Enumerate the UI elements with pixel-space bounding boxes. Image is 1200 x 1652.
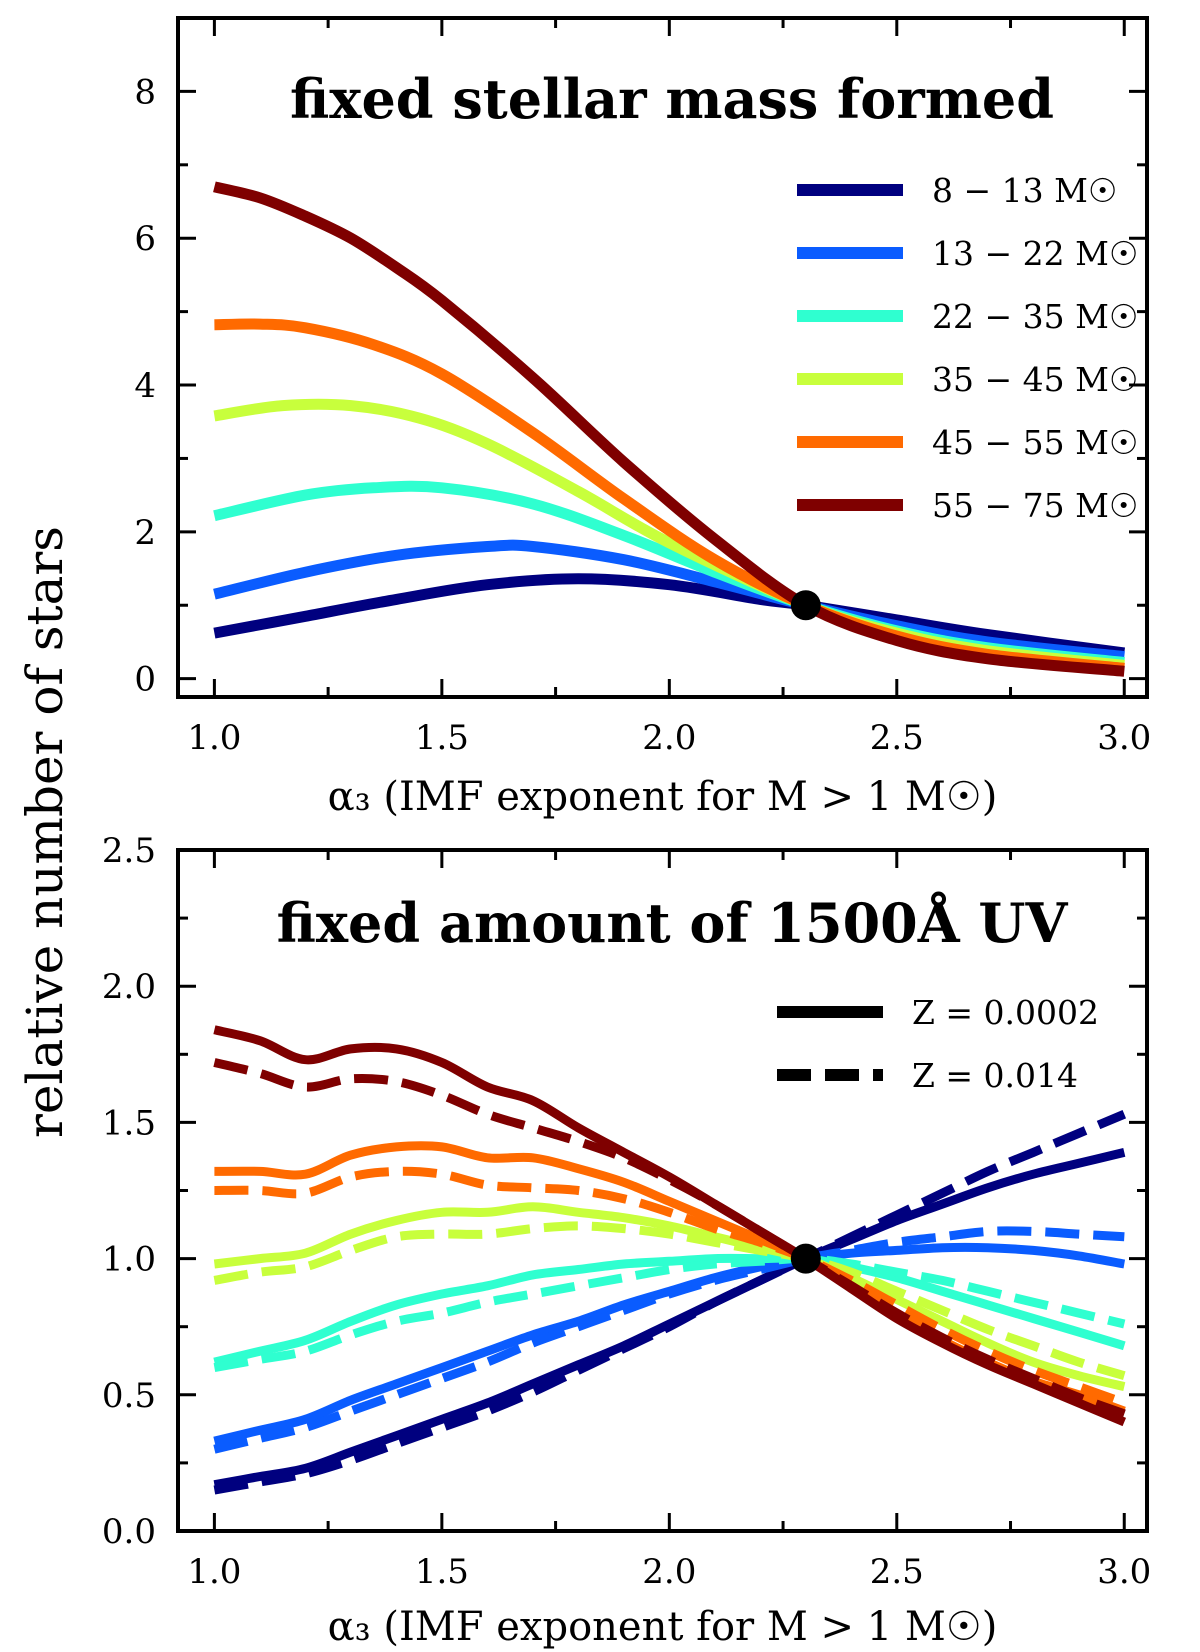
y-tick-label: 6 bbox=[134, 219, 156, 259]
legend-label: 8 − 13 M☉ bbox=[932, 171, 1117, 210]
series-line-10 bbox=[213, 1025, 1126, 1427]
panel-2-legend: Z = 0.0002 Z = 0.014 bbox=[777, 993, 1099, 1095]
panel-1-legend: 8 − 13 M☉ 13 − 22 M☉ 22 − 35 M☉ 35 − 45 M☉ 4… bbox=[797, 171, 1138, 525]
y-tick-label: 0.0 bbox=[102, 1512, 156, 1552]
x-tick-label: 2.5 bbox=[870, 718, 924, 758]
x-tick-label: 1.0 bbox=[187, 718, 241, 758]
legend-label: Z = 0.014 bbox=[912, 1056, 1078, 1095]
series-line-3 bbox=[213, 1226, 1125, 1454]
y-tick-label: 4 bbox=[134, 366, 156, 406]
y-tick-label: 0 bbox=[134, 660, 156, 700]
series-line-1 bbox=[213, 1110, 1127, 1495]
pivot-point bbox=[790, 590, 821, 621]
x-tick-label: 2.0 bbox=[642, 718, 696, 758]
x-tick-label: 2.5 bbox=[870, 1552, 924, 1592]
series-line-1 bbox=[213, 539, 1125, 663]
y-tick-label: 1.0 bbox=[102, 1240, 156, 1280]
legend-label: 22 − 35 M☉ bbox=[932, 297, 1138, 336]
y-tick-label: 2.0 bbox=[102, 967, 156, 1007]
x-tick-label: 2.0 bbox=[642, 1552, 696, 1592]
legend-label: 55 − 75 M☉ bbox=[932, 486, 1138, 525]
y-tick-label: 1.5 bbox=[102, 1103, 156, 1143]
panel-fixed-stellar-mass: 1.0 1.5 2.0 2.5 3.0 0 2 4 6 8 fixed stellar mass … bbox=[134, 16, 1151, 820]
y-tick-label: 2 bbox=[134, 513, 156, 553]
panel-fixed-uv: 1.0 1.5 2.0 2.5 3.0 0.0 0.5 1.0 1.5 2.0 2.5 fixed … bbox=[102, 831, 1151, 1650]
series-line-5 bbox=[213, 181, 1125, 677]
x-tick-label: 1.5 bbox=[415, 1552, 469, 1592]
legend-label: 35 − 45 M☉ bbox=[932, 360, 1138, 399]
legend-label: Z = 0.0002 bbox=[912, 993, 1099, 1032]
series-line-11 bbox=[213, 1058, 1126, 1419]
pivot-point bbox=[790, 1243, 821, 1274]
series-line-0 bbox=[213, 573, 1126, 659]
series-line-7 bbox=[213, 1221, 1126, 1381]
x-tick-label: 3.0 bbox=[1097, 718, 1151, 758]
legend-label: 45 − 55 M☉ bbox=[932, 423, 1138, 462]
y-tick-label: 8 bbox=[134, 72, 156, 112]
series-line-9 bbox=[214, 1166, 1126, 1408]
x-tick-label: 3.0 bbox=[1097, 1552, 1151, 1592]
panel-2-title: fixed amount of 1500Å UV bbox=[277, 891, 1069, 955]
series-line-4 bbox=[213, 1253, 1126, 1367]
series-line-5 bbox=[213, 1254, 1126, 1373]
panel-1-ticks: 1.0 1.5 2.0 2.5 3.0 0 2 4 6 8 bbox=[134, 18, 1151, 758]
panel-1-x-axis-label: α₃ (IMF exponent for M > 1 M☉) bbox=[328, 774, 998, 820]
x-tick-label: 1.5 bbox=[415, 718, 469, 758]
y-axis-label: relative number of stars bbox=[16, 526, 74, 1138]
panel-2-frame bbox=[176, 848, 1149, 1533]
panel-2-x-axis-label: α₃ (IMF exponent for M > 1 M☉) bbox=[328, 1604, 998, 1650]
series-line-6 bbox=[213, 1202, 1126, 1391]
panel-1-frame bbox=[176, 16, 1149, 699]
legend-label: 13 − 22 M☉ bbox=[932, 234, 1138, 273]
y-tick-label: 2.5 bbox=[102, 831, 156, 871]
panel-1-title: fixed stellar mass formed bbox=[290, 67, 1054, 131]
panel-1-series bbox=[213, 181, 1126, 677]
x-tick-label: 1.0 bbox=[187, 1552, 241, 1592]
panel-2-series bbox=[213, 1025, 1127, 1495]
y-tick-label: 0.5 bbox=[102, 1376, 156, 1416]
panel-2-ticks: 1.0 1.5 2.0 2.5 3.0 0.0 0.5 1.0 1.5 2.0 2.5 bbox=[102, 831, 1151, 1592]
